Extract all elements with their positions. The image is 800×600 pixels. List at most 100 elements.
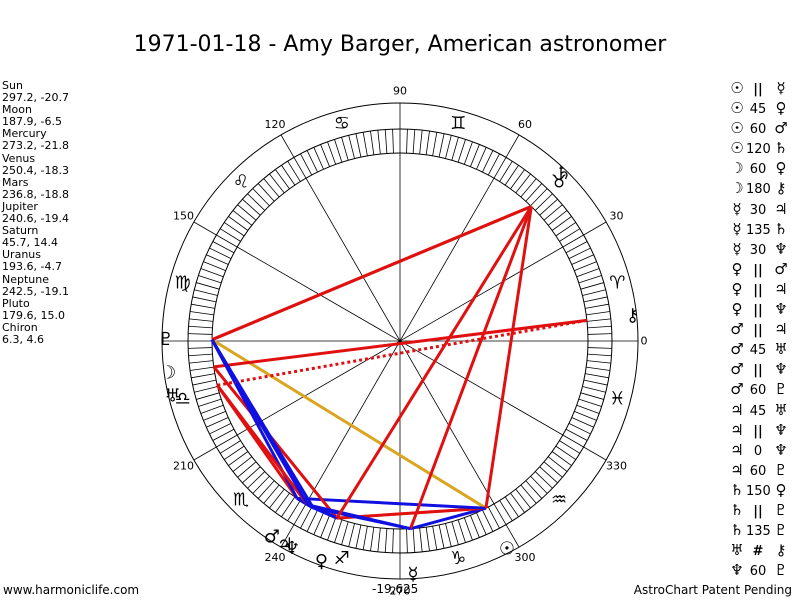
degree-tick: [571, 417, 594, 428]
pisces-glyph: ♓: [609, 389, 625, 410]
mars-glyph: ♂: [264, 526, 280, 547]
degree-tick: [287, 500, 301, 521]
cancer-glyph: ♋: [334, 113, 350, 134]
degree-tick: [232, 456, 253, 472]
degree-tick: [487, 153, 500, 176]
degree-tick: [576, 404, 600, 414]
planet-name: Sun: [2, 79, 23, 92]
aspect-line: [312, 506, 338, 520]
degree-tick: [547, 210, 568, 226]
aspect-planet-2: ♃: [774, 279, 788, 298]
degree-label: 0: [641, 335, 648, 348]
aspect-planet-2: ♀: [775, 480, 787, 499]
degree-tick: [547, 456, 568, 472]
planet-name: Saturn: [2, 224, 39, 238]
degree-tick: [198, 398, 222, 407]
aspect-planet-2: ⚷: [775, 541, 787, 560]
degree-tick: [196, 282, 220, 290]
aspect-type: 60: [749, 383, 767, 399]
degree-tick: [228, 451, 249, 466]
aspect-planet-1: ♂: [730, 360, 744, 379]
aspect-planet-1: ♃: [730, 400, 744, 419]
aspect-row: ☉ || ☿: [728, 78, 792, 98]
planet-coords: 240.6, -19.4: [2, 212, 69, 226]
planet-coords: 236.8, -18.8: [2, 187, 69, 201]
degree-tick: [327, 517, 337, 541]
degree-tick: [515, 173, 531, 194]
aspect-row: ♃ 0 ♆: [728, 440, 792, 460]
aspect-type: 60: [749, 162, 767, 178]
degree-tick: [438, 524, 445, 549]
degree-tick: [576, 268, 600, 278]
degree-tick: [200, 268, 224, 278]
aspect-row: ♂ 60 ♇: [728, 379, 792, 399]
degree-tick: [555, 222, 576, 237]
aspect-type: ||: [753, 323, 763, 339]
degree-tick: [562, 434, 584, 448]
degree-tick: [559, 228, 580, 242]
degree-tick: [348, 523, 355, 547]
aspect-row: ☿ 135 ♄: [728, 219, 792, 239]
degree-tick: [412, 129, 416, 154]
planet-position-list: Sun 297.2, -20.7 Moon 187.9, -6.5 Mercury 273…: [2, 79, 69, 346]
planet-coords: 179.6, 15.0: [2, 308, 65, 322]
degree-tick: [203, 411, 226, 421]
aspect-line: [216, 384, 309, 506]
degree-tick: [482, 509, 494, 532]
degree-tick: [269, 173, 285, 194]
degree-tick: [281, 165, 296, 186]
degree-tick: [362, 526, 368, 550]
degree-tick: [412, 528, 416, 553]
aspect-planet-1: ♅: [730, 541, 744, 560]
spoke-outer: [583, 446, 607, 461]
degree-tick: [293, 503, 307, 525]
degree-tick: [287, 161, 301, 182]
aspect-type: ||: [753, 82, 763, 97]
libra-glyph: ♎: [175, 389, 191, 410]
degree-tick: [543, 204, 563, 221]
degree-tick: [216, 234, 238, 248]
aspect-line: [210, 338, 315, 509]
degree-tick: [425, 527, 430, 551]
degree-tick: [220, 440, 241, 454]
degree-label: 240: [265, 551, 286, 564]
degree-tick: [190, 366, 214, 371]
aspect-row: ♂ || ♃: [728, 319, 792, 339]
aspect-line: [409, 205, 533, 530]
degree-tick: [520, 178, 537, 198]
spoke-outer: [505, 524, 520, 548]
degree-label: 30: [610, 210, 624, 223]
degree-tick: [228, 216, 249, 231]
spoke-outer: [193, 221, 217, 236]
aspect-planet-2: ♄: [774, 219, 788, 238]
degree-tick: [585, 303, 609, 309]
degree-tick: [582, 386, 606, 393]
aspect-planet-1: ♆: [730, 561, 744, 580]
degree-tick: [252, 188, 270, 207]
degree-tick: [275, 492, 290, 513]
aspect-lines: [210, 205, 588, 531]
degree-tick: [362, 132, 368, 156]
aspect-type: 45: [749, 343, 767, 359]
aspect-list: ☉ || ☿ ☉ 45 ♀ ☉ 60 ♂ ☉ 120 ♄ ☽ 60 ♀ ☽ 180 ⚷ ☿ 30 ♃ ☿ 135 ♄ ☿ 30 ♆ ♀…: [728, 78, 792, 580]
aspect-planet-2: ♅: [774, 340, 788, 359]
aspect-planet-2: ♆: [774, 420, 788, 439]
aspect-type: ||: [753, 282, 763, 298]
aspect-planet-2: ♆: [774, 239, 788, 258]
aspect-planet-2: ♀: [775, 159, 787, 178]
degree-tick: [348, 135, 355, 159]
degree-label: 210: [173, 460, 194, 473]
degree-tick: [583, 379, 608, 386]
aspect-type: 30: [749, 202, 767, 218]
degree-tick: [587, 353, 612, 357]
aspect-planet-1: ♀: [731, 300, 743, 319]
degree-tick: [586, 366, 610, 371]
aspect-planet-2: ♃: [774, 199, 788, 218]
aspect-planet-1: ♃: [730, 460, 744, 479]
aspect-type: 60: [749, 463, 767, 479]
degree-tick: [457, 139, 466, 163]
degree-tick: [192, 379, 217, 386]
degree-tick: [476, 147, 487, 170]
degree-tick: [520, 484, 537, 504]
degree-tick: [384, 528, 388, 553]
